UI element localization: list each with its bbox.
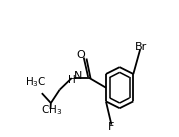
Text: O: O — [77, 50, 85, 60]
Text: F: F — [108, 122, 115, 132]
Text: H: H — [68, 75, 76, 85]
Text: N: N — [74, 71, 82, 81]
Text: Br: Br — [135, 42, 147, 52]
Text: CH$_3$: CH$_3$ — [40, 103, 62, 117]
Text: H$_3$C: H$_3$C — [25, 76, 47, 89]
